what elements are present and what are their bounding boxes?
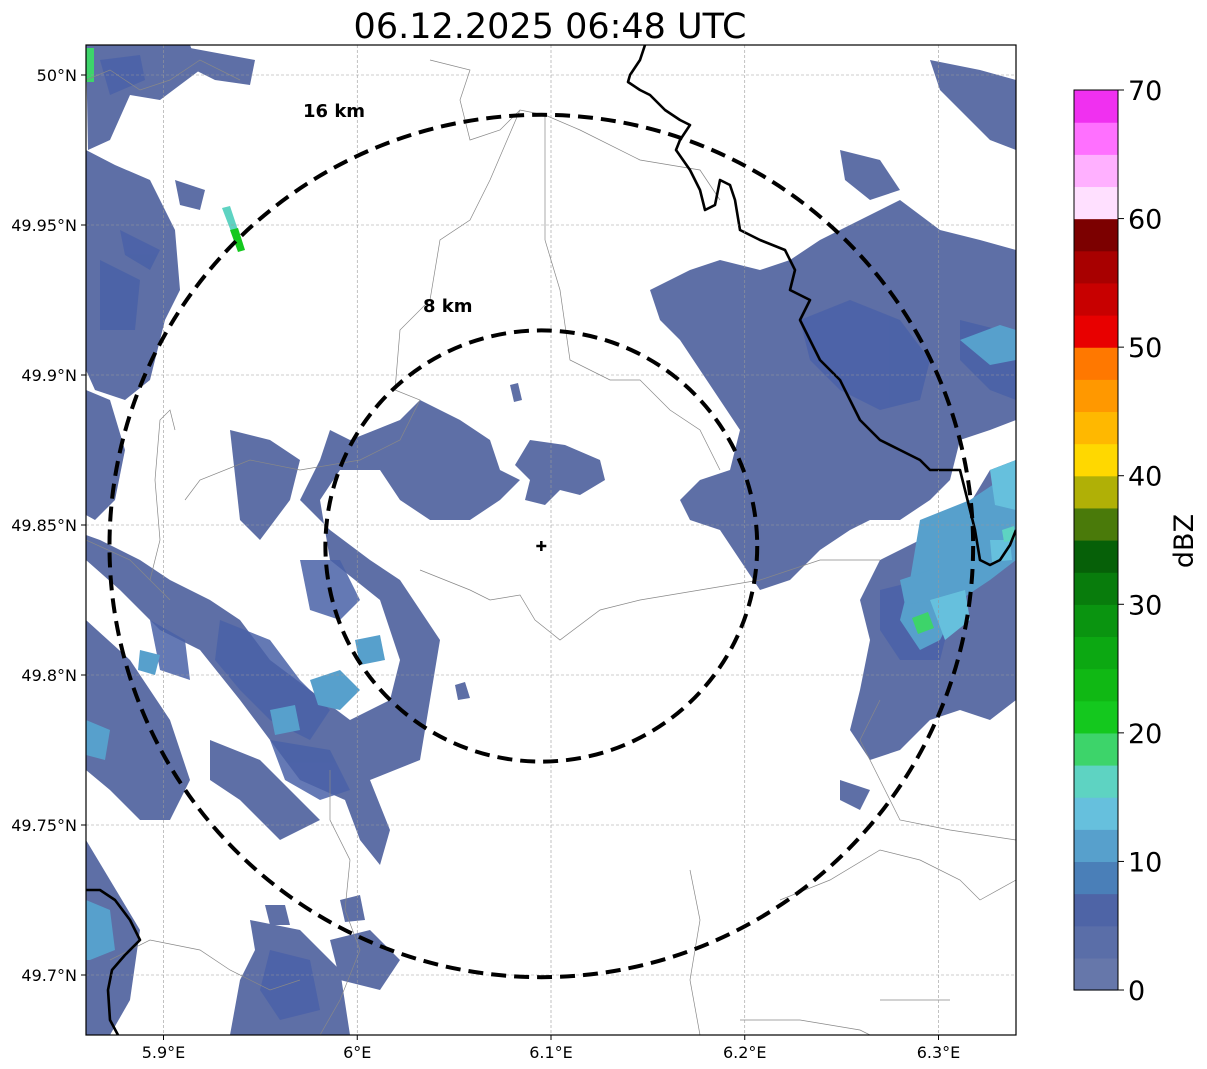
y-tick-label-2: 49.9°N	[21, 366, 77, 385]
map-area: 16 km 8 km	[86, 45, 1016, 1035]
colorbar-segment-10	[1074, 636, 1118, 670]
y-tick-label-6: 49.7°N	[21, 966, 77, 985]
colorbar-tick-label-2: 20	[1128, 719, 1162, 750]
echo-cells-center	[455, 383, 605, 700]
ring-label-8km: 8 km	[423, 296, 473, 317]
colorbar: 0 10 20 30 40 50 60 70	[1073, 76, 1162, 1007]
colorbar-segment-13	[1074, 540, 1118, 573]
colorbar-segment-1	[1074, 925, 1118, 959]
colorbar-segment-15	[1074, 475, 1118, 509]
colorbar-tick-label-0: 0	[1128, 976, 1145, 1007]
colorbar-segment-12	[1074, 572, 1118, 605]
echo-cell-green-nw	[86, 48, 94, 82]
y-tick-label-0: 50°N	[37, 66, 77, 85]
colorbar-segment-4	[1074, 829, 1118, 863]
colorbar-label: dBZ	[1169, 514, 1200, 568]
colorbar-frame	[1073, 89, 1119, 991]
echo-cluster-northwest-core	[100, 55, 160, 330]
national-borders	[86, 45, 1016, 1035]
colorbar-segment-19	[1074, 347, 1118, 380]
y-tick-label-5: 49.75°N	[11, 816, 77, 835]
colorbar-tick-label-7: 70	[1128, 76, 1162, 107]
ring-label-16km: 16 km	[303, 101, 365, 122]
longitude-axis: 5.9°E 6°E 6.1°E 6.2°E 6.3°E	[142, 1035, 961, 1062]
echo-band-southwest-moderate	[86, 635, 385, 960]
colorbar-segment-9	[1074, 668, 1118, 702]
x-tick-label-3: 6.2°E	[723, 1043, 767, 1062]
colorbar-segment-17	[1074, 411, 1118, 445]
range-ring-8km	[323, 328, 760, 764]
colorbar-segment-8	[1074, 700, 1118, 734]
colorbar-segment-7	[1074, 732, 1118, 766]
echo-band-east-strong	[930, 460, 1016, 640]
echo-streak-green	[230, 228, 245, 252]
colorbar-tick-label-3: 30	[1128, 590, 1162, 621]
colorbar-tick-label-4: 40	[1128, 462, 1162, 493]
radar-site-marker	[536, 541, 547, 551]
range-rings	[107, 112, 976, 980]
colorbar-segment-27	[1074, 90, 1118, 123]
echo-streak-cyan	[222, 206, 238, 234]
colorbar-segment-21	[1074, 282, 1118, 316]
y-tick-label-4: 49.8°N	[21, 666, 77, 685]
colorbar-segment-18	[1074, 379, 1118, 413]
colorbar-segment-6	[1074, 765, 1118, 798]
colorbar-segment-25	[1074, 154, 1118, 188]
y-tick-label-3: 49.85°N	[11, 516, 77, 535]
colorbar-segment-3	[1074, 861, 1118, 895]
latitude-axis: 50°N 49.95°N 49.9°N 49.85°N 49.8°N 49.75°N 49.…	[11, 66, 86, 985]
colorbar-segment-2	[1074, 893, 1118, 927]
x-tick-label-4: 6.3°E	[917, 1043, 961, 1062]
colorbar-segment-14	[1074, 507, 1118, 541]
colorbar-tick-label-6: 60	[1128, 205, 1162, 236]
colorbar-tick-label-5: 50	[1128, 333, 1162, 364]
x-tick-label-2: 6.1°E	[529, 1043, 573, 1062]
colorbar-segment-0	[1074, 957, 1118, 991]
colorbar-segment-20	[1074, 315, 1118, 348]
admin-boundaries	[86, 59, 1016, 1035]
colorbar-segment-24	[1074, 186, 1118, 220]
echo-cell-green-east	[912, 612, 934, 634]
colorbar-segment-5	[1074, 797, 1118, 830]
colorbar-segment-23	[1074, 218, 1118, 252]
map-title: 06.12.2025 06:48 UTC	[354, 7, 747, 47]
colorbar-segment-11	[1074, 604, 1118, 638]
echo-band-east-moderate	[900, 325, 1016, 650]
colorbar-tick-label-1: 10	[1128, 847, 1162, 878]
x-tick-label-0: 5.9°E	[142, 1043, 186, 1062]
x-tick-label-1: 6°E	[343, 1043, 371, 1062]
y-tick-label-1: 49.95°N	[11, 216, 77, 235]
colorbar-segment-22	[1074, 250, 1118, 284]
colorbar-segment-16	[1074, 443, 1118, 477]
graticule	[86, 45, 1016, 1035]
colorbar-segment-26	[1074, 122, 1118, 155]
range-ring-16km	[107, 112, 976, 980]
